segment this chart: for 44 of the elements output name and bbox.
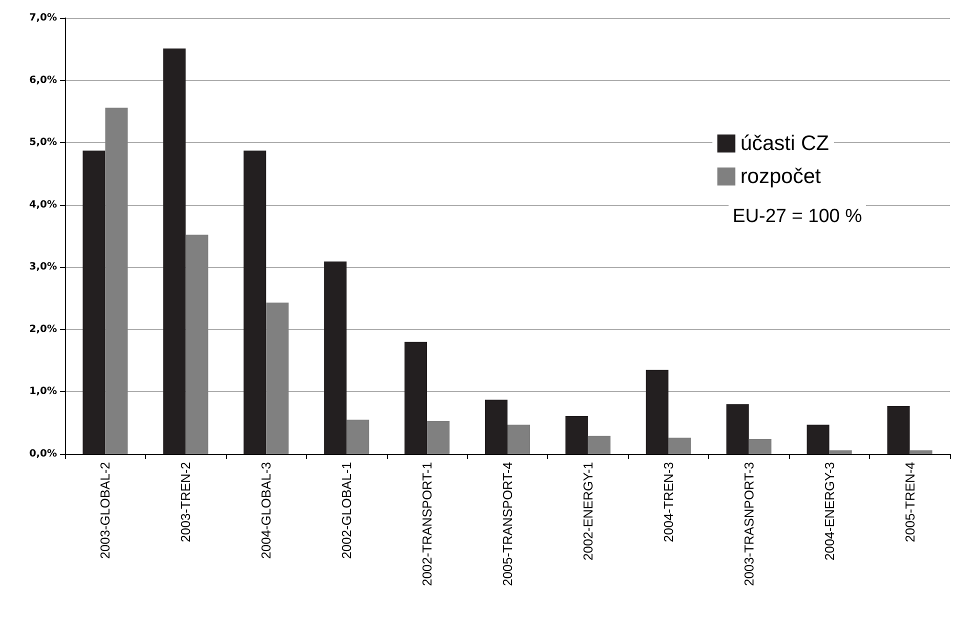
legend-label: účasti CZ xyxy=(740,132,830,155)
x-tick-label: 2004-GLOBAL-3 xyxy=(258,462,274,559)
x-tick-label: 2005-TREN-4 xyxy=(902,462,918,542)
x-tick-label: 2002-GLOBAL-1 xyxy=(339,462,354,559)
x-tick-label: 2004-ENERGY-3 xyxy=(822,462,837,561)
x-tick-label: 2003-TREN-2 xyxy=(178,462,194,542)
bar xyxy=(910,450,932,454)
y-tick-label: 6,0% xyxy=(29,74,57,86)
x-tick-label: 2004-TREN-3 xyxy=(660,462,676,542)
bar xyxy=(324,262,347,454)
y-tick-label: 2,0% xyxy=(29,324,57,335)
bar xyxy=(588,436,610,454)
x-tick-label: 2002-TRANSPORT-1 xyxy=(420,462,435,586)
bar xyxy=(404,342,428,454)
bar xyxy=(508,424,530,454)
bar xyxy=(829,450,852,454)
bar xyxy=(887,406,910,454)
bar xyxy=(186,234,208,454)
bar xyxy=(484,400,508,454)
bar xyxy=(244,150,266,454)
bar xyxy=(748,439,772,454)
bar xyxy=(163,48,186,454)
bar xyxy=(427,420,450,454)
bar xyxy=(266,302,289,454)
x-tick-label: 2005-TRANSPORT-4 xyxy=(500,462,515,586)
bar xyxy=(726,404,749,454)
y-tick-label: 4,0% xyxy=(29,199,57,210)
x-tick-label: 2002-ENERGY-1 xyxy=(580,462,596,561)
legend-label: rozpočet xyxy=(740,165,822,188)
bar xyxy=(105,108,128,454)
bar xyxy=(806,424,830,454)
bar xyxy=(346,420,370,454)
annotation: EU-27 = 100 % xyxy=(732,206,862,227)
bar xyxy=(565,416,588,454)
y-tick-label: 5,0% xyxy=(29,137,57,148)
y-tick-label: 7,0% xyxy=(29,12,57,24)
y-tick-label: 3,0% xyxy=(29,262,57,273)
bar xyxy=(82,150,106,454)
x-tick-label: 2003-TRASNPORT-3 xyxy=(741,462,756,586)
y-tick-label: 1,0% xyxy=(29,386,57,398)
x-tick-label: 2003-GLOBAL-2 xyxy=(98,462,113,559)
y-tick-label: 0,0% xyxy=(29,448,57,460)
bar xyxy=(668,438,691,454)
bar xyxy=(646,370,668,454)
